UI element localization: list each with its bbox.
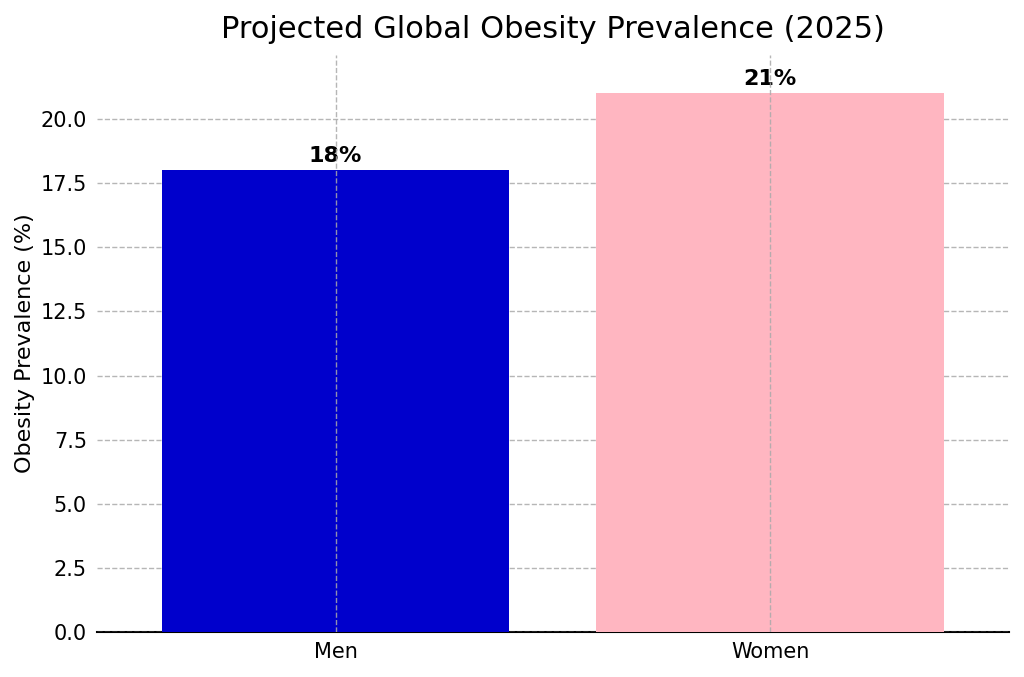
Bar	[596, 93, 944, 632]
Text: 18%: 18%	[309, 146, 362, 167]
Bar	[162, 170, 509, 632]
Title: Projected Global Obesity Prevalence (2025): Projected Global Obesity Prevalence (202…	[221, 15, 885, 44]
Text: 21%: 21%	[743, 69, 797, 89]
Y-axis label: Obesity Prevalence (%): Obesity Prevalence (%)	[15, 214, 35, 473]
